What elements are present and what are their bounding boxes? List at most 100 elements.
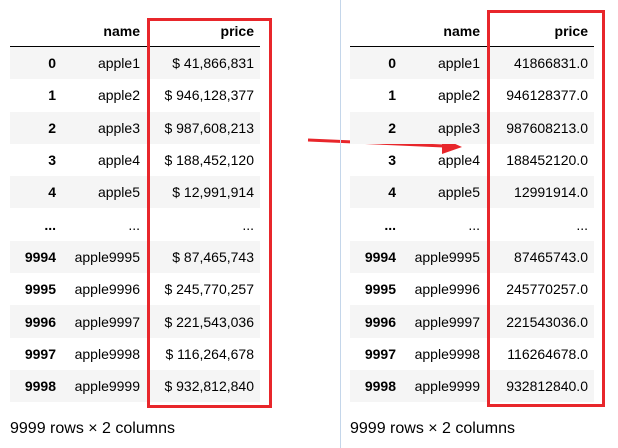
row-index: 3 (388, 152, 396, 169)
name-cell: apple2 (437, 87, 480, 104)
table-header-row: name price (10, 16, 260, 47)
price-cell: ... (576, 216, 588, 233)
price-cell: 221543036.0 (506, 313, 588, 330)
price-cell: ... (242, 216, 254, 233)
name-cell: apple9996 (74, 281, 140, 298)
price-column-header: price (486, 16, 594, 47)
table-row: ......... (10, 208, 260, 240)
left-dataframe-output: name price 0 apple1 $ 41,866,831 1 apple2 $ … (10, 16, 272, 437)
table-row: 1 apple2 946128377.0 (350, 79, 594, 111)
price-cell: 188452120.0 (506, 152, 588, 169)
row-index: 9994 (24, 248, 56, 265)
table-row: 1 apple2 $ 946,128,377 (10, 79, 260, 111)
price-column-header: price (146, 16, 260, 47)
row-index: 2 (48, 119, 56, 136)
name-cell: apple3 (437, 119, 480, 136)
table-row: 9994 apple9995 $ 87,465,743 (10, 240, 260, 274)
price-cell: $ 12,991,914 (172, 184, 254, 201)
row-index: 9995 (24, 281, 56, 298)
name-cell: apple9999 (414, 378, 480, 395)
row-index: 3 (48, 152, 56, 169)
row-index: 4 (388, 184, 396, 201)
name-column-header: name (62, 16, 146, 47)
right-dataframe-output: name price 0 apple1 41866831.0 1 apple2 9461… (340, 0, 618, 448)
table-row: 9995 apple9996 245770257.0 (350, 273, 594, 305)
table-row: 9996 apple9997 221543036.0 (350, 305, 594, 338)
table-row: ......... (350, 208, 594, 240)
row-index: ... (384, 216, 396, 233)
row-index: 9997 (364, 345, 396, 362)
name-cell: apple1 (97, 55, 140, 72)
row-index: 1 (388, 87, 396, 104)
price-cell: 245770257.0 (506, 281, 588, 298)
table-row: 9995 apple9996 $ 245,770,257 (10, 273, 260, 305)
row-index: 9997 (24, 345, 56, 362)
table-row: 3 apple4 $ 188,452,120 (10, 144, 260, 176)
price-cell: $ 41,866,831 (172, 55, 254, 72)
price-cell: 12991914.0 (514, 184, 588, 201)
row-index: 0 (48, 55, 56, 72)
left-dataframe-table: name price 0 apple1 $ 41,866,831 1 apple2 $ … (10, 16, 260, 403)
table-row: 9998 apple9999 932812840.0 (350, 369, 594, 403)
name-cell: ... (468, 216, 480, 233)
name-cell: apple9999 (74, 378, 140, 395)
table-row: 2 apple3 $ 987,608,213 (10, 111, 260, 144)
table-row: 0 apple1 41866831.0 (350, 46, 594, 80)
row-index: 9996 (24, 313, 56, 330)
right-dataframe-table: name price 0 apple1 41866831.0 1 apple2 9461… (350, 16, 594, 403)
price-cell: $ 188,452,120 (164, 152, 254, 169)
price-cell: 41866831.0 (514, 55, 588, 72)
row-index: 4 (48, 184, 56, 201)
price-cell: $ 932,812,840 (164, 378, 254, 395)
row-index: 9996 (364, 313, 396, 330)
price-cell: 946128377.0 (506, 87, 588, 104)
price-cell: 987608213.0 (506, 119, 588, 136)
price-cell: $ 116,264,678 (165, 345, 255, 362)
name-cell: apple4 (97, 152, 140, 169)
name-cell: apple9995 (74, 248, 140, 265)
name-cell: apple9995 (414, 248, 480, 265)
name-cell: apple5 (437, 184, 480, 201)
row-index: 2 (388, 119, 396, 136)
row-index: ... (44, 216, 56, 233)
table-row: 9994 apple9995 87465743.0 (350, 240, 594, 274)
name-cell: apple2 (97, 87, 140, 104)
name-cell: apple4 (437, 152, 480, 169)
table-row: 9998 apple9999 $ 932,812,840 (10, 369, 260, 403)
name-cell: apple9997 (414, 313, 480, 330)
table-row: 4 apple5 $ 12,991,914 (10, 176, 260, 209)
price-cell: 932812840.0 (506, 378, 588, 395)
price-cell: $ 87,465,743 (172, 248, 254, 265)
name-cell: ... (128, 216, 140, 233)
table-row: 0 apple1 $ 41,866,831 (10, 46, 260, 80)
row-index: 9998 (364, 378, 396, 395)
name-cell: apple3 (97, 119, 140, 136)
table-row: 2 apple3 987608213.0 (350, 111, 594, 144)
name-cell: apple9998 (74, 345, 140, 362)
price-cell: $ 946,128,377 (164, 87, 254, 104)
price-cell: 116264678.0 (507, 345, 588, 362)
table-row: 9996 apple9997 $ 221,543,036 (10, 305, 260, 338)
dataframe-shape-summary: 9999 rows × 2 columns (350, 420, 515, 437)
name-cell: apple9996 (414, 281, 480, 298)
price-cell: $ 245,770,257 (164, 281, 254, 298)
row-index: 0 (388, 55, 396, 72)
name-cell: apple9998 (414, 345, 480, 362)
table-row: 3 apple4 188452120.0 (350, 144, 594, 176)
index-header (350, 16, 402, 47)
table-row: 9997 apple9998 $ 116,264,678 (10, 338, 260, 370)
index-header (10, 16, 62, 47)
price-cell: $ 221,543,036 (164, 313, 254, 330)
name-cell: apple1 (437, 55, 480, 72)
row-index: 9995 (364, 281, 396, 298)
row-index: 9994 (364, 248, 396, 265)
table-row: 4 apple5 12991914.0 (350, 176, 594, 209)
table-header-row: name price (350, 16, 594, 47)
price-cell: $ 987,608,213 (164, 119, 254, 136)
dataframe-shape-summary: 9999 rows × 2 columns (10, 420, 175, 437)
arrow-right-icon (307, 138, 462, 154)
row-index: 1 (48, 87, 56, 104)
name-cell: apple5 (97, 184, 140, 201)
name-column-header: name (402, 16, 486, 47)
price-cell: 87465743.0 (514, 248, 588, 265)
